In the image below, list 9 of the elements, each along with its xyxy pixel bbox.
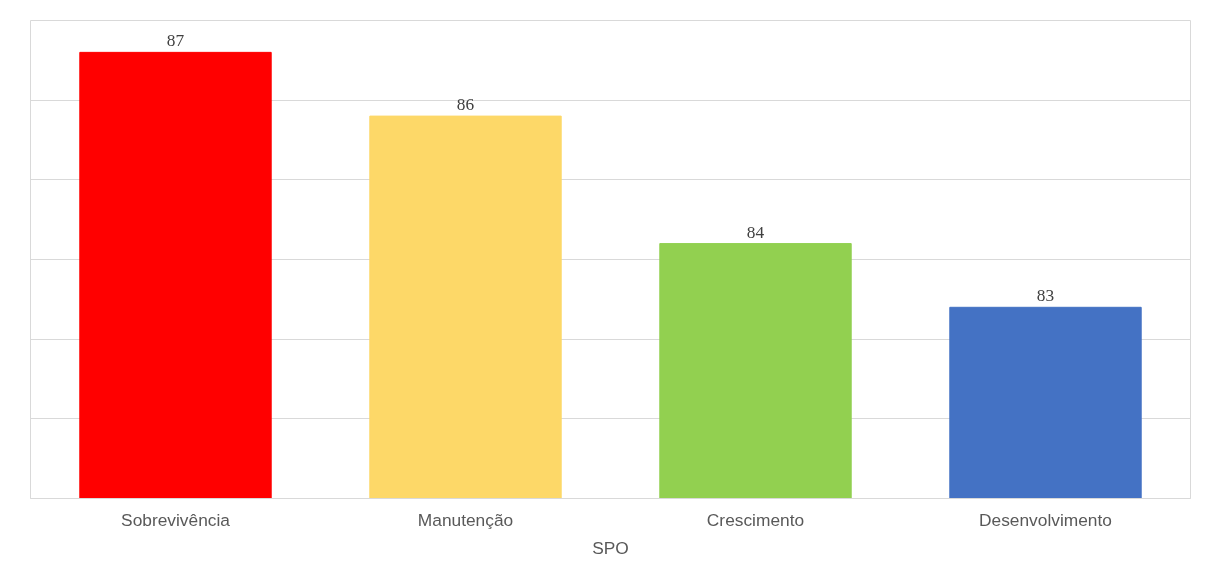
x-tick-label: Sobrevivência [121,509,231,530]
x-tick-label: Crescimento [706,509,805,530]
data-label: 83 [1036,286,1055,306]
x-axis-title: SPO [592,537,629,558]
data-label: 86 [456,95,475,115]
data-label: 84 [746,222,765,242]
data-label: 87 [166,31,185,51]
x-tick-label: Desenvolvimento [979,509,1112,530]
x-tick-label: Manutenção [417,509,514,530]
